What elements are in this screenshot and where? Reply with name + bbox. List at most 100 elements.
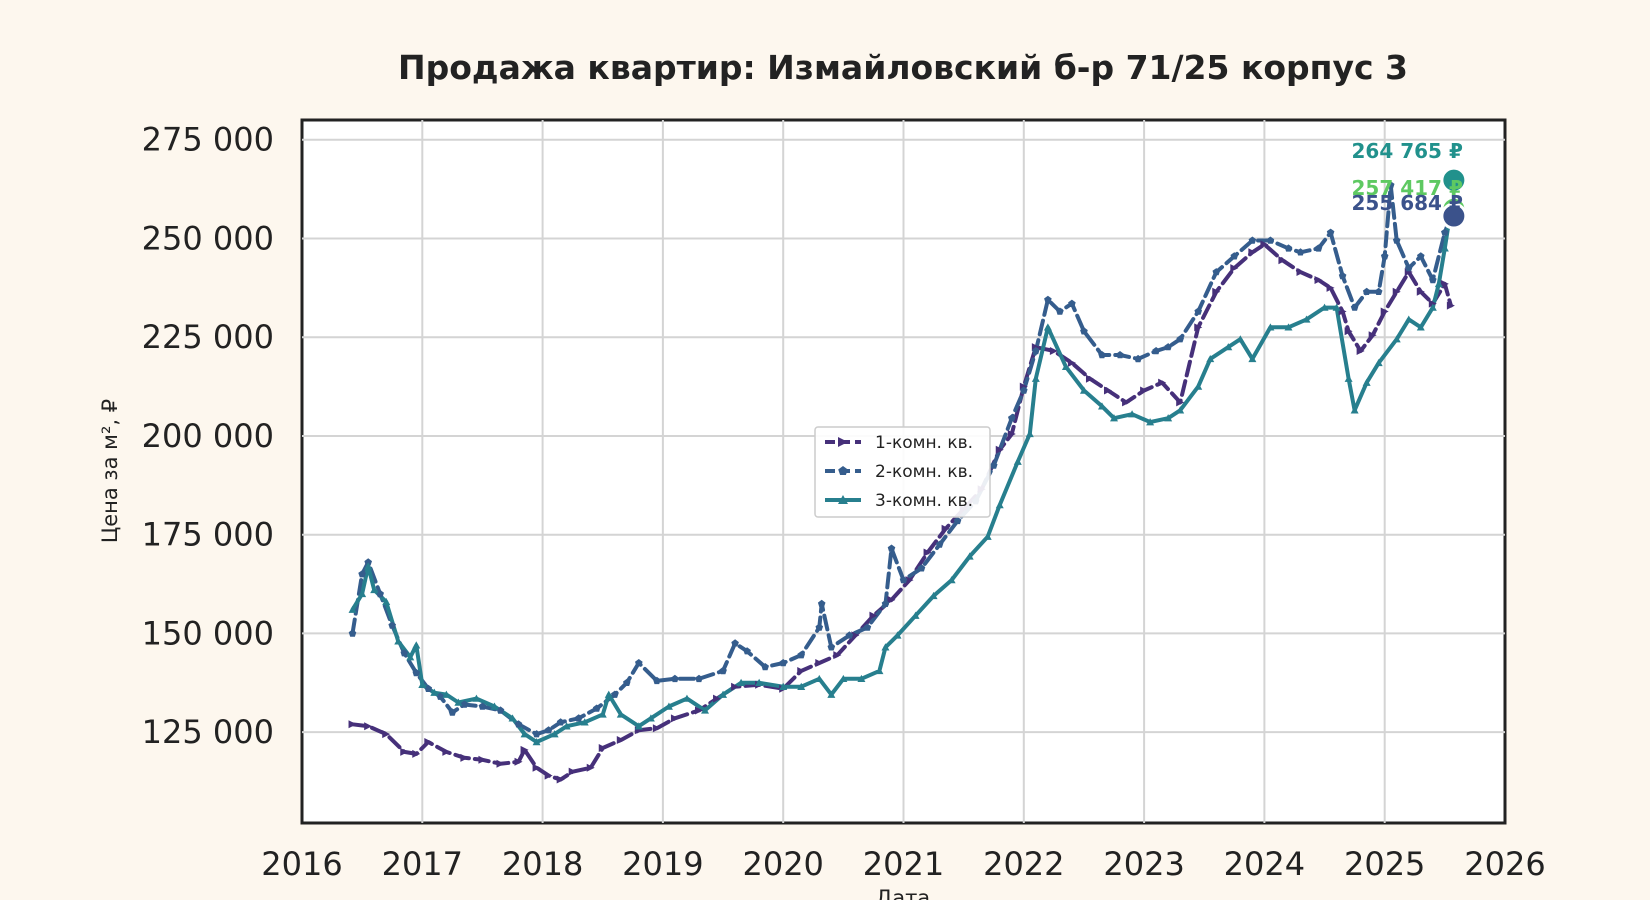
data-point (370, 585, 379, 594)
data-point (348, 629, 357, 637)
end-point-label: 255 684 ₽ (1352, 191, 1463, 215)
data-point (1374, 358, 1383, 367)
data-point (881, 643, 890, 651)
data-point (1296, 268, 1305, 277)
data-point (1362, 378, 1371, 386)
data-point (911, 611, 920, 619)
data-point (833, 651, 842, 660)
data-point (899, 576, 908, 584)
data-point (1122, 398, 1131, 407)
data-point (1416, 323, 1425, 331)
data-point (947, 576, 956, 584)
data-point (1344, 374, 1353, 382)
data-point (646, 714, 655, 722)
y-axis-label: Цена за м², ₽ (98, 399, 122, 543)
data-point (400, 747, 409, 756)
data-point (1260, 240, 1269, 249)
data-point (1146, 418, 1155, 426)
x-tick-label: 2025 (1344, 845, 1425, 883)
data-point (430, 688, 439, 696)
data-point (737, 678, 746, 686)
data-point (1326, 228, 1335, 236)
data-point (364, 562, 373, 570)
data-point (815, 623, 824, 631)
data-point (1338, 272, 1347, 280)
data-point (905, 576, 914, 585)
data-point (611, 690, 619, 698)
data-point (653, 676, 661, 685)
data-point (1079, 386, 1088, 394)
data-point (1044, 295, 1052, 303)
data-point (1206, 354, 1215, 363)
data-point (1428, 303, 1437, 311)
data-point (556, 718, 565, 726)
data-point (635, 659, 643, 667)
data-point (887, 544, 896, 552)
data-point (779, 682, 788, 690)
y-ticks: 125 000 150 000 175 000 200 000 225 000 250 0… (142, 121, 274, 751)
data-point (1194, 307, 1202, 315)
data-point (797, 682, 806, 690)
data-point (1085, 374, 1094, 383)
data-point (1224, 343, 1233, 351)
data-point (448, 708, 457, 716)
data-point (460, 700, 469, 708)
data-point (1008, 414, 1016, 422)
data-point (815, 674, 824, 683)
data-point (544, 771, 553, 780)
data-point (514, 720, 523, 728)
data-point (664, 702, 673, 710)
data-point (520, 730, 529, 738)
end-point-marker (1440, 202, 1468, 230)
data-point (364, 722, 373, 731)
data-point (694, 706, 703, 715)
data-point (671, 674, 679, 683)
end-points: 264 765 ₽ 257 417 ₽255 684 ₽ (1352, 139, 1468, 230)
data-point (532, 763, 541, 772)
data-point (1230, 252, 1239, 260)
data-point (1314, 275, 1323, 284)
data-point (532, 730, 541, 738)
data-point (1176, 406, 1185, 414)
x-tick-label: 2017 (382, 845, 463, 883)
data-point (893, 631, 902, 639)
data-point (508, 714, 517, 722)
data-point (1097, 402, 1106, 410)
data-point (755, 678, 764, 686)
data-point (1374, 287, 1383, 295)
data-point (1332, 303, 1341, 311)
data-point (634, 722, 643, 730)
data-point (682, 694, 691, 702)
data-point (1007, 429, 1016, 438)
data-point (592, 704, 601, 712)
data-point (514, 757, 523, 766)
data-point (394, 637, 403, 645)
data-point (1049, 347, 1058, 356)
data-point (1278, 256, 1287, 265)
data-point (1429, 276, 1437, 284)
data-point (358, 570, 366, 578)
data-point (364, 558, 372, 566)
data-point (1164, 414, 1173, 422)
data-point (857, 674, 866, 683)
data-point (1152, 347, 1160, 355)
data-point (616, 710, 625, 718)
y-tick-label: 200 000 (142, 417, 274, 455)
data-point (442, 747, 451, 756)
data-point (1128, 410, 1137, 418)
data-point (1031, 374, 1040, 382)
series-markers (348, 181, 1455, 784)
x-tick-label: 2019 (622, 845, 703, 883)
data-point (1020, 386, 1028, 394)
data-point (412, 668, 421, 677)
data-point (1032, 347, 1040, 355)
data-point (382, 597, 391, 606)
data-point (1314, 244, 1323, 252)
data-point (550, 730, 559, 738)
data-point (1194, 382, 1203, 390)
data-point (478, 755, 487, 764)
data-point (574, 714, 583, 722)
x-tick-label: 2024 (1224, 845, 1305, 883)
data-point (953, 516, 962, 525)
